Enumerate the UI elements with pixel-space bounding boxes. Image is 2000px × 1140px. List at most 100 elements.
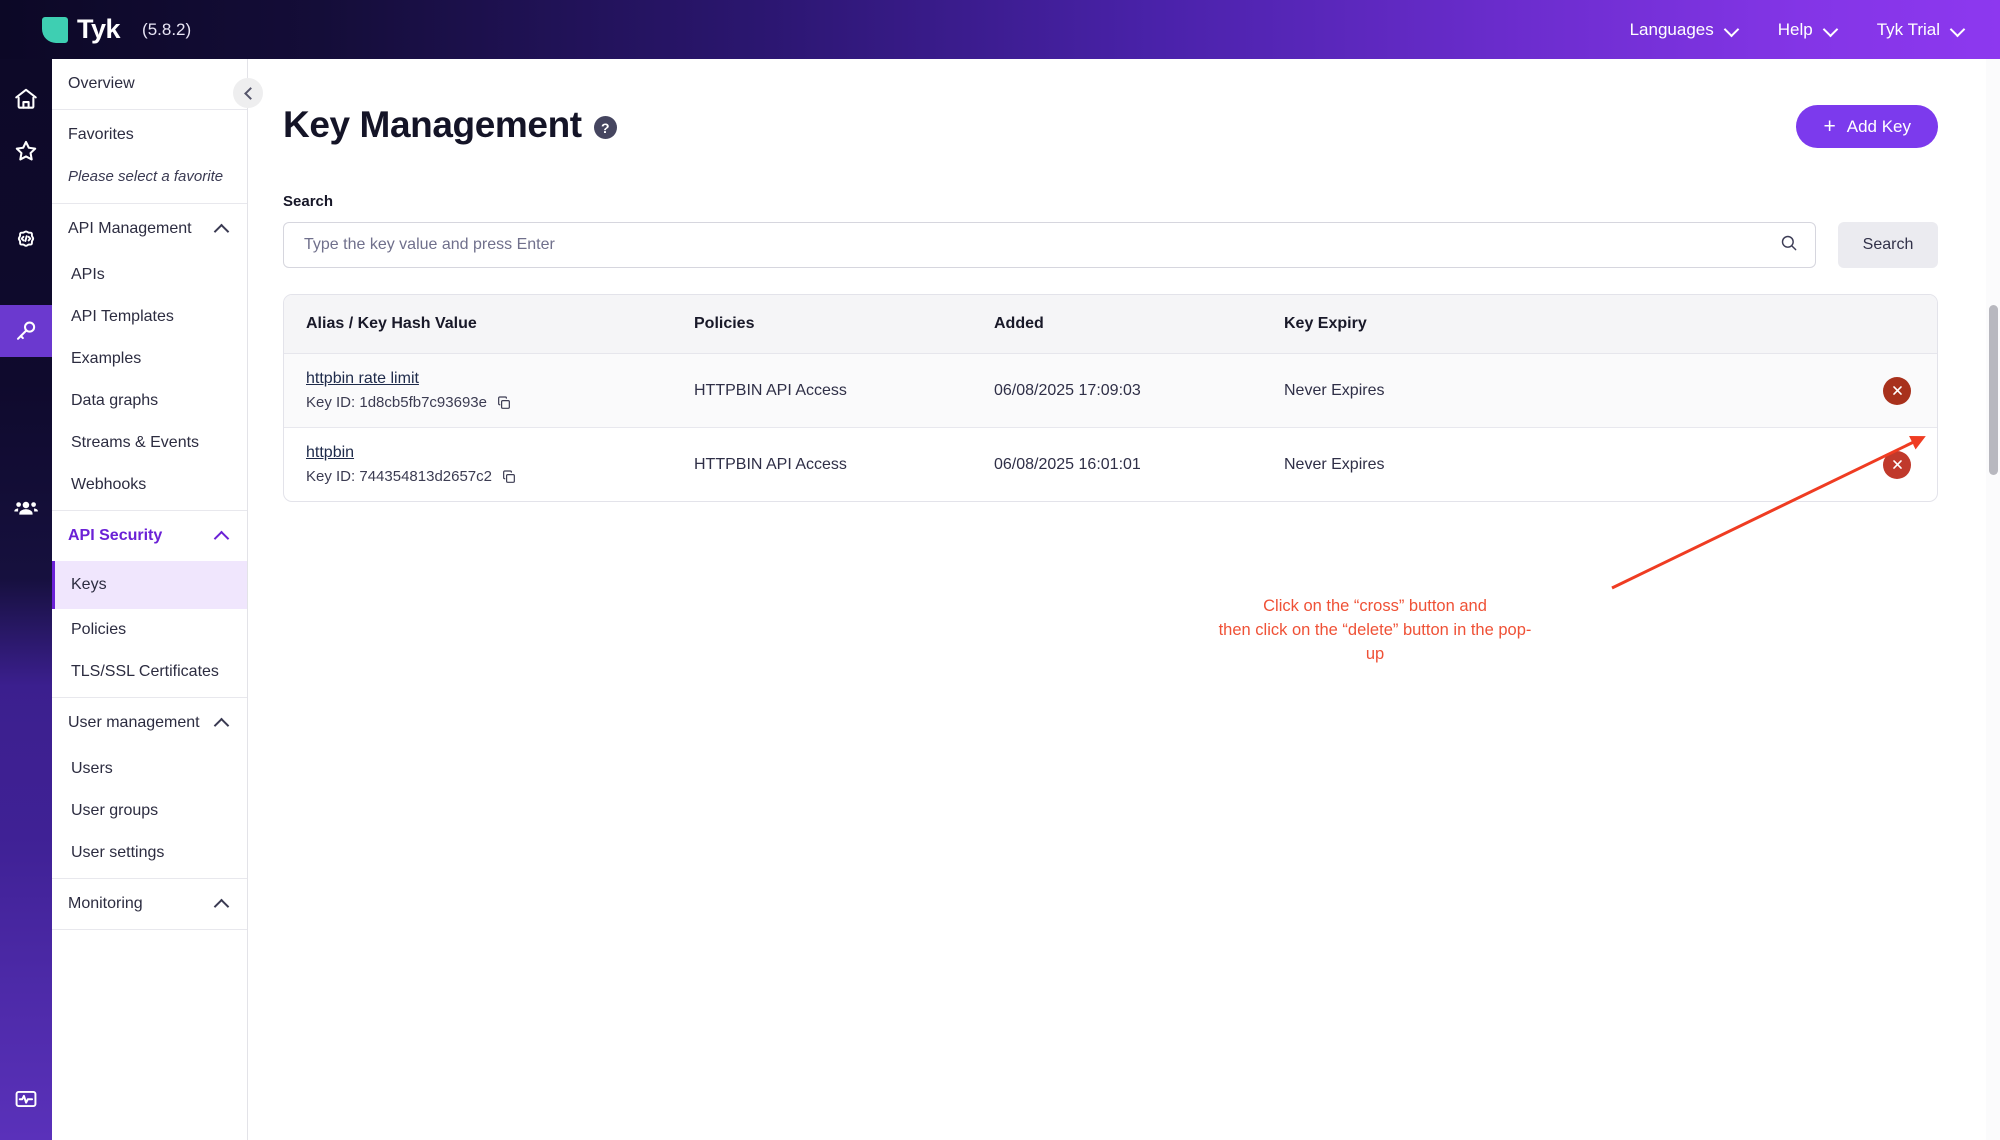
chevron-down-icon xyxy=(1951,23,1964,36)
key-id-label: Key ID: 744354813d2657c2 xyxy=(306,468,492,485)
search-box[interactable] xyxy=(283,222,1816,268)
sidebar-group-header-monitoring[interactable]: Monitoring xyxy=(52,879,247,929)
rail-api-management-icon[interactable] xyxy=(0,215,52,267)
keys-table-body: httpbin rate limit Key ID: 1d8cb5fb7c936… xyxy=(284,353,1937,502)
topnav-tyk-trial[interactable]: Tyk Trial xyxy=(1877,20,1964,40)
cell-policies: HTTPBIN API Access xyxy=(694,353,994,428)
rail-star-icon[interactable] xyxy=(0,125,52,177)
keys-table-head: Alias / Key Hash Value Policies Added Ke… xyxy=(284,295,1937,354)
chevron-left-icon xyxy=(243,86,257,100)
add-key-label: Add Key xyxy=(1846,116,1911,136)
rail-users-icon[interactable] xyxy=(0,483,52,535)
chevron-up-icon xyxy=(215,222,229,236)
version-label: (5.8.2) xyxy=(142,19,192,39)
sidebar-favorites-label: Favorites xyxy=(68,126,134,143)
sidebar-group-header-user-management[interactable]: User management xyxy=(52,698,247,748)
key-alias-link[interactable]: httpbin xyxy=(306,444,355,461)
keys-table-wrapper: Alias / Key Hash Value Policies Added Ke… xyxy=(283,294,1938,502)
sidebar-group-header-api-management[interactable]: API Management xyxy=(52,204,247,254)
search-button[interactable]: Search xyxy=(1838,222,1938,268)
sidebar-item-webhooks[interactable]: Webhooks xyxy=(71,476,147,493)
cell-added: 06/08/2025 16:01:01 xyxy=(994,455,1141,473)
icon-rail xyxy=(0,59,52,1140)
topnav-tyk-trial-label: Tyk Trial xyxy=(1876,19,1940,39)
help-icon[interactable]: ? xyxy=(593,116,617,139)
copy-icon[interactable] xyxy=(501,469,517,485)
sidebar-group-favorites: Favorites Please select a favorite xyxy=(52,110,247,204)
column-header-policies: Policies xyxy=(694,295,994,354)
rail-home-icon[interactable] xyxy=(0,73,52,125)
sidebar-item-user-settings[interactable]: User settings xyxy=(71,844,165,861)
sidebar-group-label: API Security xyxy=(68,527,163,544)
sidebar: Overview Favorites Please select a favor… xyxy=(52,59,248,1140)
logo-text: Tyk xyxy=(77,14,121,44)
sidebar-item-tls-ssl-certificates[interactable]: TLS/SSL Certificates xyxy=(71,663,219,680)
sidebar-item-overview[interactable]: Overview xyxy=(52,59,247,109)
sidebar-item-data-graphs[interactable]: Data graphs xyxy=(71,392,159,409)
sidebar-group-label: User management xyxy=(68,714,200,731)
sidebar-item-user-groups[interactable]: User groups xyxy=(71,802,159,819)
cell-key-expiry: Never Expires xyxy=(1284,353,1574,428)
sidebar-item-policies[interactable]: Policies xyxy=(71,621,127,638)
cell-alias: httpbin rate limit Key ID: 1d8cb5fb7c936… xyxy=(284,353,694,428)
search-icon[interactable] xyxy=(1779,233,1799,258)
topnav-help-label: Help xyxy=(1777,19,1813,39)
sidebar-item-keys[interactable]: Keys xyxy=(52,561,247,609)
column-header-key-expiry: Key Expiry xyxy=(1284,295,1574,354)
sidebar-group-api-security: API Security Keys Policies TLS/SSL Certi… xyxy=(52,511,247,698)
cell-added: 06/08/2025 17:09:03 xyxy=(994,353,1284,428)
keys-table: Alias / Key Hash Value Policies Added Ke… xyxy=(284,295,1937,501)
chevron-down-icon xyxy=(1824,23,1837,36)
cell-actions xyxy=(1574,428,1937,502)
plus-icon: + xyxy=(1823,115,1836,138)
copy-icon[interactable] xyxy=(496,395,512,411)
search-input[interactable] xyxy=(304,236,1779,254)
sidebar-overview-label: Overview xyxy=(68,75,135,92)
page-scrollbar-thumb[interactable] xyxy=(1989,305,1998,475)
sidebar-group-label: Monitoring xyxy=(68,895,143,912)
content-area: Search Search Alias / Key Hash Value Pol… xyxy=(249,148,2000,502)
topnav-help[interactable]: Help xyxy=(1778,20,1837,40)
delete-key-button[interactable] xyxy=(1883,450,1911,479)
column-header-added: Added xyxy=(994,295,1284,354)
topnav-languages[interactable]: Languages xyxy=(1630,20,1738,40)
sidebar-item-streams-events[interactable]: Streams & Events xyxy=(71,434,200,451)
rail-monitoring-icon[interactable] xyxy=(0,1073,52,1125)
delete-key-button[interactable] xyxy=(1883,376,1911,405)
key-id-row: Key ID: 1d8cb5fb7c93693e xyxy=(306,394,694,411)
brand[interactable]: Tyk (5.8.2) xyxy=(0,14,191,45)
sidebar-collapse-button[interactable] xyxy=(233,78,263,108)
add-key-button[interactable]: + Add Key xyxy=(1796,105,1938,148)
key-alias-link[interactable]: httpbin rate limit xyxy=(306,370,419,387)
sidebar-item-apis[interactable]: APIs xyxy=(71,266,105,283)
sidebar-item-examples[interactable]: Examples xyxy=(71,350,142,367)
sidebar-group-label: API Management xyxy=(68,220,192,237)
sidebar-group-monitoring: Monitoring xyxy=(52,879,247,930)
column-header-alias: Alias / Key Hash Value xyxy=(284,295,694,354)
cell-policies: HTTPBIN API Access xyxy=(694,455,847,473)
table-row: httpbin rate limit Key ID: 1d8cb5fb7c936… xyxy=(284,353,1937,428)
chevron-up-icon xyxy=(215,529,229,543)
sidebar-favorites-empty-note: Please select a favorite xyxy=(68,168,224,185)
tyk-logo-icon xyxy=(42,16,68,43)
chevron-up-icon xyxy=(215,897,229,911)
chevron-up-icon xyxy=(215,716,229,730)
search-label: Search xyxy=(283,193,334,210)
sidebar-group-overview: Overview xyxy=(52,59,247,110)
sidebar-item-users[interactable]: Users xyxy=(71,760,113,777)
top-bar: Tyk (5.8.2) Languages Help Tyk Trial xyxy=(0,0,2000,59)
table-row: httpbin Key ID: 744354813d2657c2 HTTPBIN… xyxy=(284,428,1937,502)
sidebar-item-favorites[interactable]: Favorites xyxy=(52,110,247,160)
cell-key-expiry: Never Expires xyxy=(1284,455,1385,473)
page-header: Key Management ? + Add Key xyxy=(249,59,2000,148)
cell-alias: httpbin Key ID: 744354813d2657c2 xyxy=(284,428,694,502)
sidebar-group-header-api-security[interactable]: API Security xyxy=(52,511,247,561)
sidebar-item-api-templates[interactable]: API Templates xyxy=(71,308,174,325)
rail-key-icon[interactable] xyxy=(0,305,52,357)
page-title: Key Management xyxy=(283,103,582,145)
key-id-row: Key ID: 744354813d2657c2 xyxy=(306,468,694,485)
page-scrollbar-track[interactable] xyxy=(1986,59,2000,1140)
top-nav: Languages Help Tyk Trial xyxy=(1630,20,2000,40)
key-id-label: Key ID: 1d8cb5fb7c93693e xyxy=(306,394,487,411)
